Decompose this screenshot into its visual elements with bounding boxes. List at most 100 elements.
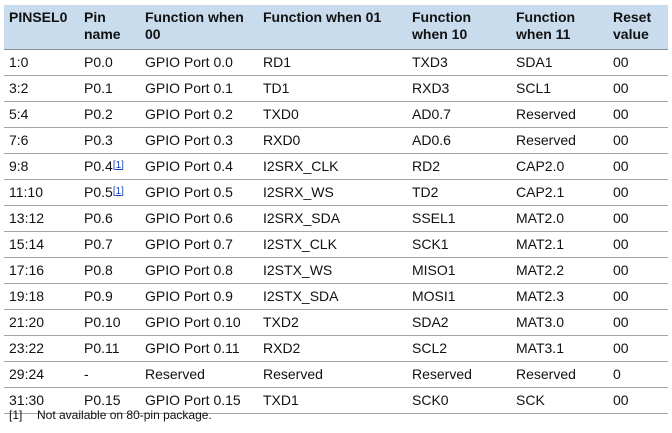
cell-function-11-text: MAT2.1	[516, 235, 564, 252]
cell-reset-value-text: 00	[613, 339, 629, 356]
cell-function-01: RD1	[258, 49, 407, 76]
cell-pin-name: P0.9	[79, 283, 140, 310]
cell-function-00: GPIO Port 0.10	[140, 309, 258, 336]
table-row: 19:18 P0.9 GPIO Port 0.9 I2STX_SDA MOSI1 MAT2…	[4, 283, 668, 310]
cell-function-01-text: I2STX_SDA	[263, 287, 339, 304]
cell-function-00-text: GPIO Port 0.11	[145, 339, 240, 356]
table-row: 7:6 P0.3 GPIO Port 0.3 RXD0 AD0.6 Reserved 00	[4, 127, 668, 154]
cell-function-00: GPIO Port 0.2	[140, 101, 258, 128]
cell-reset-value-text: 00	[613, 261, 629, 278]
cell-pin-name: P0.15	[79, 387, 140, 414]
table-row: 31:30 P0.15 GPIO Port 0.15 TXD1 SCK0 SCK 00	[4, 387, 668, 414]
cell-bits: 7:6	[4, 127, 79, 154]
table-row: 13:12 P0.6 GPIO Port 0.6 I2SRX_SDA SSEL1 MAT2…	[4, 205, 668, 232]
cell-function-10-text: AD0.6	[412, 131, 451, 148]
cell-function-01: RXD0	[258, 127, 407, 154]
cell-function-10: RXD3	[407, 75, 511, 102]
cell-function-10-text: RD2	[412, 157, 441, 174]
footnote: [1] Not available on 80-pin package.	[9, 408, 212, 422]
cell-function-11: Reserved	[511, 101, 608, 128]
cell-bits: 23:22	[4, 335, 79, 362]
cell-bits: 5:4	[4, 101, 79, 128]
cell-function-00-text: GPIO Port 0.10	[145, 313, 241, 330]
pinsel0-table: PINSEL0 Pin name Function when 00 Functi…	[4, 5, 668, 414]
cell-bits: 3:2	[4, 75, 79, 102]
cell-function-10: SCK0	[407, 387, 511, 414]
cell-function-01: I2SRX_WS	[258, 179, 407, 206]
cell-reset-value-text: 00	[613, 105, 629, 122]
cell-function-00: GPIO Port 0.0	[140, 49, 258, 76]
cell-bits: 29:24	[4, 361, 79, 388]
cell-pin-name-text: P0.9	[84, 287, 113, 304]
cell-function-00: GPIO Port 0.15	[140, 387, 258, 414]
cell-function-10-text: Reserved	[412, 365, 472, 382]
cell-reset-value: 00	[608, 257, 668, 284]
cell-reset-value: 00	[608, 101, 668, 128]
col-header-pin-name: Pin name	[79, 5, 140, 50]
cell-function-10-text: TD2	[412, 183, 439, 200]
cell-function-11-text: CAP2.0	[516, 157, 565, 174]
cell-function-00-text: GPIO Port 0.1	[145, 79, 233, 96]
cell-function-00: GPIO Port 0.9	[140, 283, 258, 310]
cell-bits-text: 3:2	[9, 79, 29, 96]
table-row: 15:14 P0.7 GPIO Port 0.7 I2STX_CLK SCK1 MAT2.…	[4, 231, 668, 258]
cell-function-01-text: I2SRX_WS	[263, 183, 334, 200]
cell-function-01: I2STX_WS	[258, 257, 407, 284]
cell-pin-name-text: P0.7	[84, 235, 113, 252]
cell-function-01: TXD2	[258, 309, 407, 336]
cell-function-10-text: TXD3	[412, 53, 448, 70]
cell-function-00-text: Reserved	[145, 365, 205, 382]
cell-reset-value: 0	[608, 361, 668, 388]
cell-function-00-text: GPIO Port 0.9	[145, 287, 233, 304]
cell-function-00-text: GPIO Port 0.2	[145, 105, 233, 122]
cell-function-10-text: SCK0	[412, 391, 449, 408]
cell-reset-value-text: 00	[613, 131, 629, 148]
table-row: 9:8 P0.4[1] GPIO Port 0.4 I2SRX_CLK RD2 CAP2.…	[4, 153, 668, 180]
footnote-ref-link[interactable]: [1]	[112, 159, 124, 171]
footnote-ref-link[interactable]: [1]	[112, 185, 124, 197]
cell-reset-value: 00	[608, 231, 668, 258]
cell-function-11: MAT3.0	[511, 309, 608, 336]
cell-pin-name-text: P0.2	[84, 105, 113, 122]
cell-function-00-text: GPIO Port 0.3	[145, 131, 233, 148]
cell-function-01-text: Reserved	[263, 365, 323, 382]
cell-function-11: MAT2.1	[511, 231, 608, 258]
cell-function-11-text: MAT3.0	[516, 313, 564, 330]
cell-function-00: GPIO Port 0.6	[140, 205, 258, 232]
cell-function-10: TD2	[407, 179, 511, 206]
cell-function-10-text: AD0.7	[412, 105, 451, 122]
cell-function-11-text: SDA1	[516, 53, 553, 70]
cell-function-00: GPIO Port 0.1	[140, 75, 258, 102]
cell-function-11-text: Reserved	[516, 365, 576, 382]
cell-reset-value-text: 00	[613, 209, 629, 226]
col-header-reset-value: Reset value	[608, 5, 668, 50]
cell-bits: 19:18	[4, 283, 79, 310]
cell-reset-value-text: 00	[613, 313, 629, 330]
cell-bits: 31:30	[4, 387, 79, 414]
cell-function-01-text: TXD2	[263, 313, 299, 330]
cell-function-11: Reserved	[511, 127, 608, 154]
cell-reset-value: 00	[608, 309, 668, 336]
cell-function-11-text: MAT2.3	[516, 287, 564, 304]
cell-function-01: Reserved	[258, 361, 407, 388]
cell-bits-text: 5:4	[9, 105, 29, 122]
cell-pin-name: P0.2	[79, 101, 140, 128]
cell-function-10: TXD3	[407, 49, 511, 76]
cell-bits-text: 17:16	[9, 261, 45, 278]
cell-function-00-text: GPIO Port 0.5	[145, 183, 233, 200]
col-header-function-11: Function when 11	[511, 5, 608, 50]
cell-function-00-text: GPIO Port 0.4	[145, 157, 233, 174]
table-row: 11:10 P0.5[1] GPIO Port 0.5 I2SRX_WS TD2 CAP2…	[4, 179, 668, 206]
cell-bits-text: 19:18	[9, 287, 45, 304]
cell-pin-name-text: P0.3	[84, 131, 113, 148]
cell-bits: 1:0	[4, 49, 79, 76]
cell-function-11: SCK	[511, 387, 608, 414]
col-header-pinsel0: PINSEL0	[4, 5, 79, 50]
cell-function-01-text: RD1	[263, 53, 292, 70]
cell-function-10-text: RXD3	[412, 79, 450, 96]
cell-bits-text: 13:12	[9, 209, 45, 226]
cell-function-01: I2SRX_CLK	[258, 153, 407, 180]
cell-bits-text: 31:30	[9, 391, 45, 408]
table-row: 5:4 P0.2 GPIO Port 0.2 TXD0 AD0.7 Reserved 00	[4, 101, 668, 128]
cell-function-11-text: MAT2.0	[516, 209, 564, 226]
